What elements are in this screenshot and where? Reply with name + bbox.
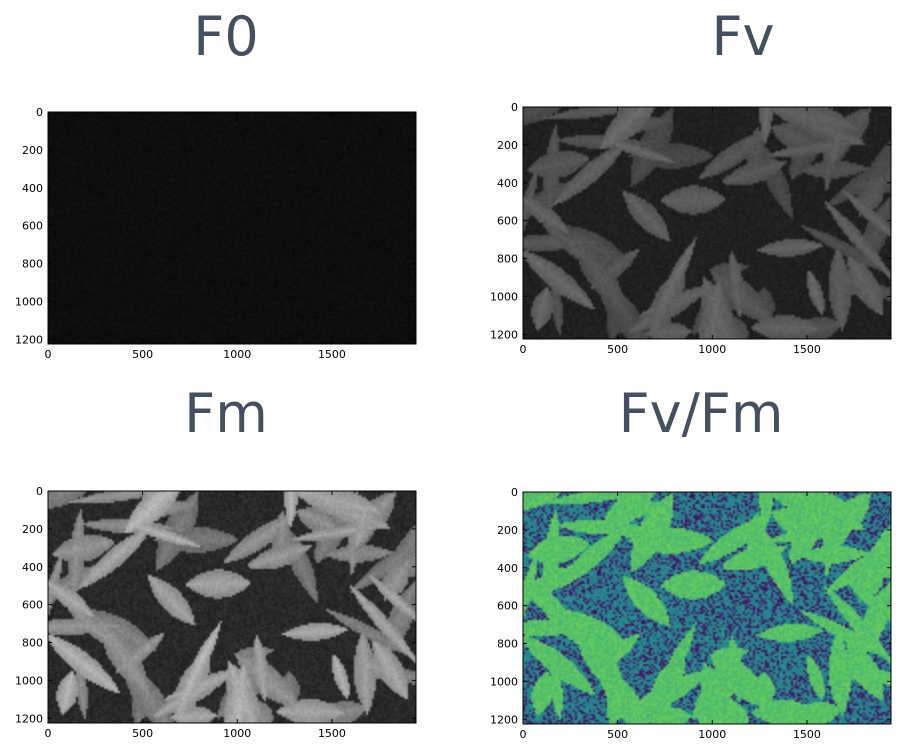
y-tick-label: 1000 [490, 675, 518, 688]
y-tick-label: 800 [22, 258, 43, 271]
y-tick-label: 1000 [490, 290, 518, 303]
x-tick-label: 1500 [793, 343, 821, 356]
y-tick-label: 0 [36, 485, 43, 498]
y-tick-label: 600 [497, 600, 518, 613]
y-tick-label: 800 [22, 637, 43, 650]
panel-title-fm: Fm [184, 382, 268, 445]
x-tick-label: 500 [607, 728, 628, 741]
x-tick-label: 500 [607, 343, 628, 356]
x-tick-label: 1000 [698, 343, 726, 356]
heatmap-image [523, 492, 891, 724]
y-tick-label: 0 [36, 106, 43, 119]
y-tick-label: 800 [497, 253, 518, 266]
x-tick-label: 1000 [223, 348, 251, 361]
y-tick-label: 0 [511, 101, 518, 114]
y-tick-label: 600 [497, 215, 518, 228]
y-tick-label: 1200 [490, 713, 518, 726]
heatmap-image [48, 112, 416, 344]
y-tick-label: 1000 [15, 295, 43, 308]
y-tick-label: 1200 [15, 712, 43, 725]
heatmap-image [48, 491, 416, 723]
y-tick-label: 400 [497, 177, 518, 190]
axes-fm: 0 500 1000 1500 0 200 400 600 800 1000 1200 [15, 485, 417, 740]
y-tick-label: 1000 [15, 674, 43, 687]
y-tick-label: 600 [22, 599, 43, 612]
y-tick-label: 400 [22, 182, 43, 195]
x-tick-label: 1000 [698, 728, 726, 741]
panel-title-f0: F0 [193, 5, 259, 68]
y-tick-label: 400 [497, 562, 518, 575]
axes-frame [47, 111, 417, 345]
x-tick-label: 0 [520, 343, 527, 356]
x-tick-label: 1000 [223, 727, 251, 740]
y-tick-label: 0 [511, 486, 518, 499]
y-tick-label: 200 [497, 139, 518, 152]
y-tick-label: 1200 [15, 333, 43, 346]
x-tick-label: 1500 [318, 348, 346, 361]
x-tick-label: 1500 [793, 728, 821, 741]
y-tick-label: 200 [22, 523, 43, 536]
panel-title-fvfm: Fv/Fm [618, 382, 784, 445]
panel-title-fv: Fv [711, 5, 775, 68]
x-tick-label: 500 [132, 727, 153, 740]
y-tick-label: 200 [497, 524, 518, 537]
y-tick-label: 200 [22, 144, 43, 157]
axes-f0: 0 500 1000 1500 0 200 400 600 800 1000 1200 [15, 106, 417, 361]
axes-fvfm: 0 500 1000 1500 0 200 400 600 800 1000 1200 [490, 486, 892, 741]
x-tick-label: 0 [45, 727, 52, 740]
y-tick-label: 400 [22, 561, 43, 574]
x-tick-label: 0 [45, 348, 52, 361]
axes-fv: 0 500 1000 1500 0 200 400 600 800 1000 1200 [490, 101, 892, 356]
axes-frame [522, 491, 892, 725]
y-tick-label: 800 [497, 638, 518, 651]
x-tick-label: 0 [520, 728, 527, 741]
x-tick-label: 1500 [318, 727, 346, 740]
heatmap-image [523, 107, 891, 339]
axes-frame [47, 490, 417, 724]
axes-frame [522, 106, 892, 340]
x-tick-label: 500 [132, 348, 153, 361]
y-tick-label: 1200 [490, 328, 518, 341]
y-tick-label: 600 [22, 220, 43, 233]
